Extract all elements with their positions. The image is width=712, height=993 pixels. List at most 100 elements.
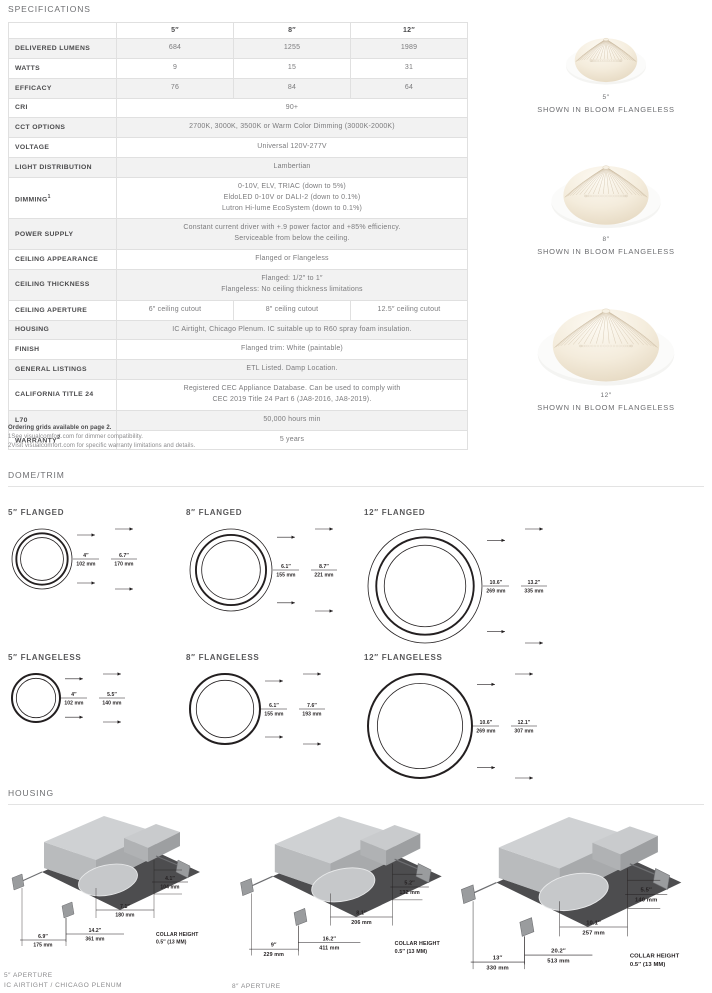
housing-height-mm: 132 mm — [399, 890, 420, 896]
row-label: HOUSING — [8, 319, 117, 341]
housing-title: HOUSING — [8, 788, 54, 798]
footnote-ordering: Ordering grids available on page 2. — [8, 425, 112, 431]
housing-length-inches: 16.2″ — [323, 936, 337, 942]
collar-height-label: COLLAR HEIGHT — [156, 932, 198, 938]
row-value: Flanged or Flangeless — [116, 249, 468, 270]
row-value: 5 years — [116, 429, 468, 451]
housing-depth-mm: 180 mm — [115, 912, 135, 918]
dimension-inches: 4″ — [71, 692, 77, 698]
trim-diagram-cell: 5″ FLANGED 4″ 102 mm 6.7″ 170 mm — [8, 508, 180, 604]
row-label: CRI — [8, 97, 117, 119]
housing-width-mm: 175 mm — [33, 942, 53, 948]
housing-length-mm: 411 mm — [319, 946, 339, 952]
dimension-inches: 12.1″ — [518, 720, 531, 726]
row-label: DIMMING1 — [8, 176, 117, 220]
row-value: Universal 120V-277V — [116, 137, 468, 159]
table-row: CEILING THICKNESS Flanged: 1/2″ to 1″ Flan… — [8, 268, 468, 301]
housing-height-mm: 140 mm — [635, 898, 657, 904]
row-value: 31 — [350, 57, 468, 79]
dimension-mm: 269 mm — [476, 728, 496, 734]
housing-length-mm: 361 mm — [85, 936, 105, 942]
table-row: LIGHT DISTRIBUTION Lambertian — [8, 157, 468, 178]
housing-width-mm: 330 mm — [486, 966, 508, 972]
trim-title: 5″ FLANGED — [8, 508, 65, 517]
housing-length-mm: 513 mm — [547, 959, 569, 965]
dimension-mm: 335 mm — [524, 588, 544, 594]
trim-title: 5″ FLANGELESS — [8, 653, 82, 662]
trim-dimension-drawing: 10.6″ 269 mm 12.1″ 307 mm — [367, 672, 537, 780]
dimension-inches: 7.6″ — [307, 703, 317, 709]
housing-width-inches: 6.9″ — [38, 934, 48, 940]
product-photo-block: 12″ SHOWN IN BLOOM FLANGELESS — [500, 286, 712, 412]
row-value: IC Airtight, Chicago Plenum. IC suitable… — [116, 319, 468, 341]
dimension-inches: 13.2″ — [528, 580, 541, 586]
table-row: GENERAL LISTINGS ETL Listed. Damp Locatio… — [8, 359, 468, 381]
dimension-mm: 102 mm — [76, 561, 96, 567]
housing-diagram-cell: 5.2″ 132 mm 8.1″ 206 mm 16.2″ 411 mm 9″ 229 mm C… — [232, 810, 476, 993]
dimension-mm: 221 mm — [314, 572, 334, 578]
housing-width-mm: 229 mm — [263, 952, 284, 958]
row-value: 8″ ceiling cutout — [233, 299, 351, 321]
housing-depth-inches: 8.1″ — [356, 911, 367, 917]
row-value: Flanged trim: White (paintable) — [116, 339, 468, 361]
trim-dimension-drawing: 4″ 102 mm 6.7″ 170 mm — [11, 527, 137, 591]
trim-dimension-drawing: 4″ 102 mm 5.5″ 140 mm — [11, 672, 125, 724]
housing-height-inches: 4.1″ — [165, 876, 175, 882]
column-header-1: 5″ — [116, 22, 234, 39]
table-row: VOLTAGE Universal 120V-277V — [8, 137, 468, 159]
housing-isometric-drawing: 4.1″ 104 mm 7.1″ 180 mm 14.2″ 361 mm 6.9″ 175 m… — [11, 816, 200, 948]
bloom-dome-illustration — [551, 165, 661, 229]
row-label: FINISH — [8, 339, 117, 361]
row-value: Lambertian — [116, 157, 468, 178]
dimension-mm: 155 mm — [264, 711, 284, 717]
housing-height-inches: 5.5″ — [641, 888, 652, 894]
dimension-inches: 4″ — [83, 553, 89, 559]
specifications-title: SPECIFICATIONS — [8, 4, 91, 14]
dimension-inches: 6.1″ — [281, 564, 291, 570]
row-label: EFFICACY — [8, 77, 117, 99]
footnote-1: 1See visualcomfort.com for dimmer compat… — [8, 434, 144, 440]
housing-height-mm: 104 mm — [160, 884, 180, 890]
collar-height-value: 0.5″ (13 MM) — [395, 949, 428, 955]
dimension-inches: 6.7″ — [119, 553, 129, 559]
row-label: DELIVERED LUMENS — [8, 38, 117, 59]
housing-diagram-cell: 4.1″ 104 mm 7.1″ 180 mm 14.2″ 361 mm 6.9″ 175 m… — [4, 810, 232, 991]
row-value: 9 — [116, 57, 234, 79]
trim-title: 12″ FLANGED — [364, 508, 426, 517]
trim-title: 12″ FLANGELESS — [364, 653, 443, 662]
row-label: CALIFORNIA TITLE 24 — [8, 379, 117, 411]
trim-dimension-drawing: 10.6″ 269 mm 13.2″ 335 mm — [367, 527, 547, 645]
trim-title: 8″ FLANGED — [186, 508, 243, 517]
housing-header: HOUSING — [8, 788, 704, 805]
dome-trim-divider — [8, 486, 704, 487]
dimension-mm: 140 mm — [102, 700, 122, 706]
row-value: 1255 — [233, 38, 351, 59]
column-header-0 — [8, 22, 117, 39]
collar-height-value: 0.5″ (13 MM) — [156, 940, 187, 946]
table-row: HOUSING IC Airtight, Chicago Plenum. IC s… — [8, 319, 468, 341]
row-label: CCT OPTIONS — [8, 117, 117, 139]
dimension-inches: 10.6″ — [480, 720, 493, 726]
row-value: 50,000 hours min — [116, 409, 468, 431]
housing-depth-inches: 10.1″ — [586, 920, 601, 926]
photo-size-label: 5″ — [602, 94, 610, 101]
footnote-2: 2Visit visualcomfort.com for specific wa… — [8, 442, 196, 449]
table-header-row: 5″ 8″ 12″ — [8, 22, 468, 39]
dome-trim-title: DOME/TRIM — [8, 470, 65, 480]
row-value: 76 — [116, 77, 234, 99]
photo-size-label: 12″ — [600, 392, 612, 399]
housing-length-inches: 20.2″ — [551, 948, 566, 954]
row-label: CEILING APPEARANCE — [8, 249, 117, 270]
table-row: DIMMING1 0-10V, ELV, TRIAC (down to 5%) El… — [8, 176, 468, 220]
trim-diagram-cell: 5″ FLANGELESS 4″ 102 mm 5.5″ 140 mm — [8, 653, 168, 737]
dimension-mm: 193 mm — [302, 711, 322, 717]
row-value: 6″ ceiling cutout — [116, 299, 234, 321]
dimension-inches: 5.5″ — [107, 692, 117, 698]
collar-height-label: COLLAR HEIGHT — [395, 941, 441, 947]
dimension-inches: 10.6″ — [490, 580, 503, 586]
photo-caption: SHOWN IN BLOOM FLANGELESS — [537, 247, 675, 256]
product-photo-block: 8″ SHOWN IN BLOOM FLANGELESS — [500, 146, 712, 256]
row-label: GENERAL LISTINGS — [8, 359, 117, 381]
row-label: CEILING THICKNESS — [8, 268, 117, 301]
